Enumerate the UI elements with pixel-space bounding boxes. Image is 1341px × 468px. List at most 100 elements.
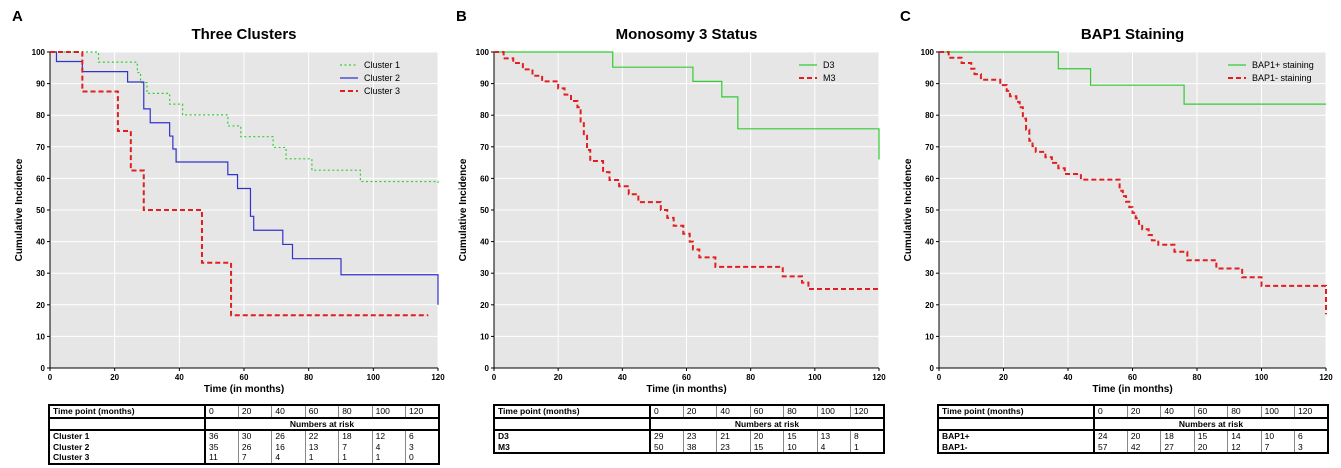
table-row: Cluster 3 11 7 4 1 1 1 0 bbox=[49, 452, 439, 464]
table-cell: 7 bbox=[237, 452, 272, 464]
table-time-point: 80 bbox=[338, 405, 373, 419]
x-tick-label: 40 bbox=[618, 373, 627, 382]
x-tick-label: 120 bbox=[431, 373, 445, 382]
table-time-point: 40 bbox=[716, 405, 751, 419]
table-time-point: 80 bbox=[1227, 405, 1262, 419]
table-cell: 30 bbox=[237, 430, 272, 442]
chart-title: Monosomy 3 Status bbox=[616, 26, 758, 43]
y-tick-label: 40 bbox=[925, 238, 934, 247]
table-time-point: 0 bbox=[1094, 405, 1128, 419]
table-time-point: 120 bbox=[850, 405, 884, 419]
x-tick-label: 80 bbox=[304, 373, 313, 382]
table-cell: 23 bbox=[682, 430, 717, 442]
table-cell: 42 bbox=[1126, 441, 1161, 453]
table-row: BAP1- 57 42 27 20 12 7 3 bbox=[938, 441, 1328, 453]
y-tick-label: 0 bbox=[485, 364, 490, 373]
table-cell: 3 bbox=[1294, 441, 1328, 453]
table-cell: 13 bbox=[816, 430, 851, 442]
numbers-at-risk-table: Time point (months) 0 20 40 60 80 100 120 Number… bbox=[493, 404, 885, 454]
table-time-point: 100 bbox=[1260, 405, 1295, 419]
table-time-point: 60 bbox=[1193, 405, 1228, 419]
table-cell: 26 bbox=[237, 441, 272, 452]
chart-title: BAP1 Staining bbox=[1081, 26, 1184, 43]
table-cell: 20 bbox=[1126, 430, 1161, 442]
table-time-point: 20 bbox=[682, 405, 717, 419]
table-time-point: 100 bbox=[816, 405, 851, 419]
table-cell: 22 bbox=[304, 430, 339, 442]
table-cell: 6 bbox=[1294, 430, 1328, 442]
y-tick-label: 30 bbox=[925, 269, 934, 278]
table-cell: 4 bbox=[271, 452, 306, 464]
series-line-bap1-staining bbox=[939, 51, 1327, 315]
legend-label: Cluster 2 bbox=[364, 73, 400, 83]
x-tick-label: 20 bbox=[999, 373, 1008, 382]
table-row-label: BAP1+ bbox=[938, 430, 1095, 442]
y-tick-label: 100 bbox=[921, 48, 935, 57]
table-header-row: Time point (months) 0 20 40 60 80 100 120 bbox=[938, 405, 1328, 419]
y-tick-label: 70 bbox=[480, 143, 489, 152]
chart-title: Three Clusters bbox=[191, 26, 296, 43]
table-row-label: Cluster 3 bbox=[49, 452, 206, 464]
x-tick-label: 100 bbox=[808, 373, 822, 382]
y-tick-label: 80 bbox=[925, 111, 934, 120]
table-subheader: Numbers at risk bbox=[650, 417, 884, 431]
table-cell: 0 bbox=[405, 452, 439, 464]
table-time-point: 120 bbox=[1294, 405, 1328, 419]
table-header-label: Time point (months) bbox=[494, 405, 651, 419]
table-subheader: Numbers at risk bbox=[1094, 417, 1328, 431]
y-tick-label: 50 bbox=[36, 206, 45, 215]
y-tick-label: 60 bbox=[480, 174, 489, 183]
y-tick-label: 10 bbox=[925, 332, 934, 341]
table-row: Cluster 1 36 30 26 22 18 12 6 bbox=[49, 430, 439, 442]
x-tick-label: 20 bbox=[110, 373, 119, 382]
table-row: Cluster 2 35 26 16 13 7 4 3 bbox=[49, 441, 439, 452]
x-axis-label: Time (in months) bbox=[1092, 384, 1172, 395]
y-tick-label: 10 bbox=[480, 332, 489, 341]
x-tick-label: 0 bbox=[937, 373, 942, 382]
y-tick-label: 20 bbox=[480, 301, 489, 310]
x-tick-label: 0 bbox=[48, 373, 53, 382]
series-line-cluster-3 bbox=[50, 51, 429, 317]
numbers-at-risk-table: Time point (months) 0 20 40 60 80 100 120 Number… bbox=[48, 404, 440, 465]
legend-label: M3 bbox=[823, 73, 836, 83]
table-header-label: Time point (months) bbox=[49, 405, 206, 419]
table-time-point: 20 bbox=[237, 405, 272, 419]
legend-label: BAP1+ staining bbox=[1252, 60, 1314, 70]
table-cell: 1 bbox=[304, 452, 339, 464]
x-tick-label: 100 bbox=[1255, 373, 1269, 382]
x-axis-label: Time (in months) bbox=[204, 384, 284, 395]
y-tick-label: 50 bbox=[480, 206, 489, 215]
y-tick-label: 100 bbox=[476, 48, 490, 57]
legend-label: D3 bbox=[823, 60, 835, 70]
table-row-label: D3 bbox=[494, 430, 651, 442]
table-cell: 11 bbox=[209, 452, 218, 463]
y-tick-label: 70 bbox=[925, 143, 934, 152]
chart-panel-a: A Three Clusters 0 10 20 30 40 50 60 70 80 90 100 0 20… bbox=[12, 8, 445, 395]
table-header-label: Time point (months) bbox=[938, 405, 1095, 419]
y-tick-label: 60 bbox=[925, 174, 934, 183]
table-cell: 10 bbox=[1260, 430, 1295, 442]
legend-label: Cluster 1 bbox=[364, 60, 400, 70]
table-cell: 38 bbox=[682, 441, 717, 453]
table-time-point: 120 bbox=[405, 405, 439, 419]
x-tick-label: 120 bbox=[1319, 373, 1333, 382]
y-tick-label: 30 bbox=[480, 269, 489, 278]
y-tick-label: 10 bbox=[36, 332, 45, 341]
x-tick-label: 60 bbox=[682, 373, 691, 382]
table-cell: 21 bbox=[716, 430, 751, 442]
y-tick-label: 20 bbox=[36, 301, 45, 310]
series-line-cluster-2 bbox=[50, 51, 439, 305]
table-cell: 1 bbox=[338, 452, 373, 464]
table-subheader-row: Numbers at risk bbox=[49, 417, 439, 431]
chart-panel-b: B Monosomy 3 Status 0 10 20 30 40 50 60 70 80 90 100… bbox=[456, 8, 886, 395]
table-cell: 7 bbox=[338, 441, 373, 452]
table-cell: 12 bbox=[1227, 441, 1262, 453]
y-axis-label: Cumulative Incidence bbox=[14, 158, 25, 261]
x-tick-label: 100 bbox=[367, 373, 381, 382]
y-tick-label: 90 bbox=[925, 80, 934, 89]
table-cell: 15 bbox=[783, 430, 818, 442]
table-cell: 27 bbox=[1160, 441, 1195, 453]
table-time-point: 0 bbox=[205, 405, 239, 419]
legend-label: BAP1- staining bbox=[1252, 73, 1312, 83]
